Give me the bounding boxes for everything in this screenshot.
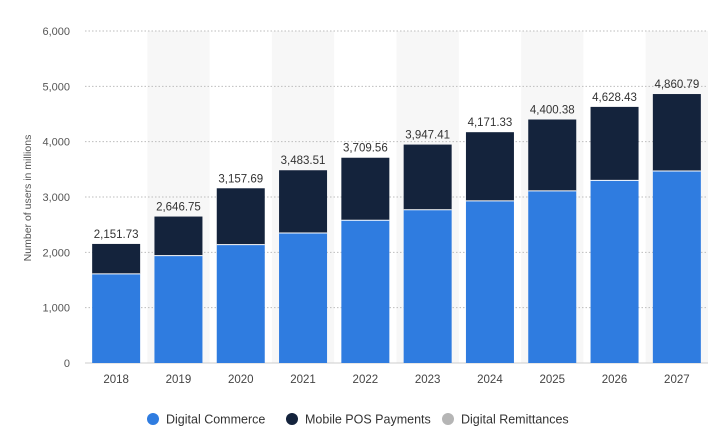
bar-segment[interactable]: [279, 170, 328, 233]
legend: Digital Commerce Mobile POS Payments Digit…: [147, 413, 569, 427]
x-tick-label: 2027: [664, 374, 690, 386]
x-tick-label: 2024: [477, 374, 503, 386]
bar-segment[interactable]: [216, 244, 265, 363]
data-label: 3,157.69: [218, 173, 263, 185]
data-label: 2,646.75: [156, 202, 201, 214]
bar-segment[interactable]: [279, 232, 328, 363]
y-tick-label: 6,000: [42, 26, 70, 38]
y-axis-label: Number of users in millions: [22, 135, 34, 262]
y-tick-label: 1,000: [42, 303, 70, 315]
bar-segment[interactable]: [154, 216, 203, 256]
y-tick-label: 0: [64, 358, 70, 370]
y-tick-label: 2,000: [42, 247, 70, 259]
x-tick-label: 2021: [290, 374, 316, 386]
legend-marker: [286, 413, 298, 425]
data-label: 4,400.38: [530, 105, 575, 117]
bar-segment[interactable]: [341, 157, 390, 221]
x-axis-ticks: 2018 2019 2020 2021 2022 2023 2024 2025 2026 2027: [103, 374, 689, 386]
bar-segment[interactable]: [652, 94, 701, 171]
legend-item[interactable]: Mobile POS Payments: [286, 413, 431, 427]
x-tick-label: 2025: [539, 374, 565, 386]
data-label: 4,860.79: [654, 79, 699, 91]
x-tick-label: 2019: [166, 374, 192, 386]
bar-segment[interactable]: [92, 243, 141, 274]
legend-label: Digital Commerce: [166, 413, 265, 427]
bar-segment[interactable]: [590, 106, 639, 181]
bar-segment[interactable]: [528, 190, 577, 363]
data-labels: 2,151.73 2,646.75 3,157.69 3,483.51 3,709.56…: [94, 79, 699, 241]
data-label: 2,151.73: [94, 229, 139, 241]
bar-segment[interactable]: [403, 144, 452, 210]
legend-marker: [147, 413, 159, 425]
bar-segment[interactable]: [154, 255, 203, 363]
bar-segment[interactable]: [465, 200, 514, 363]
x-tick-label: 2020: [228, 374, 254, 386]
legend-label: Mobile POS Payments: [305, 413, 431, 427]
y-tick-label: 3,000: [42, 192, 70, 204]
x-tick-label: 2018: [103, 374, 129, 386]
data-label: 4,171.33: [468, 117, 513, 129]
bar-segment[interactable]: [92, 273, 141, 363]
bar-segment[interactable]: [341, 220, 390, 363]
bar-segment[interactable]: [216, 188, 265, 245]
data-label: 3,483.51: [281, 155, 326, 167]
y-axis-ticks: 0 1,000 2,000 3,000 4,000 5,000 6,000: [42, 26, 70, 370]
y-tick-label: 4,000: [42, 137, 70, 149]
x-tick-label: 2026: [602, 374, 628, 386]
bar-segment[interactable]: [590, 180, 639, 363]
legend-item[interactable]: Digital Remittances: [442, 413, 569, 427]
bars: [92, 94, 701, 363]
x-tick-label: 2022: [353, 374, 379, 386]
data-label: 3,709.56: [343, 143, 388, 155]
legend-item[interactable]: Digital Commerce: [147, 413, 265, 427]
bar-segment[interactable]: [465, 132, 514, 201]
bar-segment[interactable]: [403, 209, 452, 363]
data-label: 3,947.41: [405, 130, 450, 142]
data-label: 4,628.43: [592, 92, 637, 104]
bar-segment[interactable]: [528, 119, 577, 191]
bar-segment[interactable]: [652, 170, 701, 363]
x-tick-label: 2023: [415, 374, 441, 386]
legend-label: Digital Remittances: [461, 413, 569, 427]
y-tick-label: 5,000: [42, 81, 70, 93]
legend-marker: [442, 413, 454, 425]
